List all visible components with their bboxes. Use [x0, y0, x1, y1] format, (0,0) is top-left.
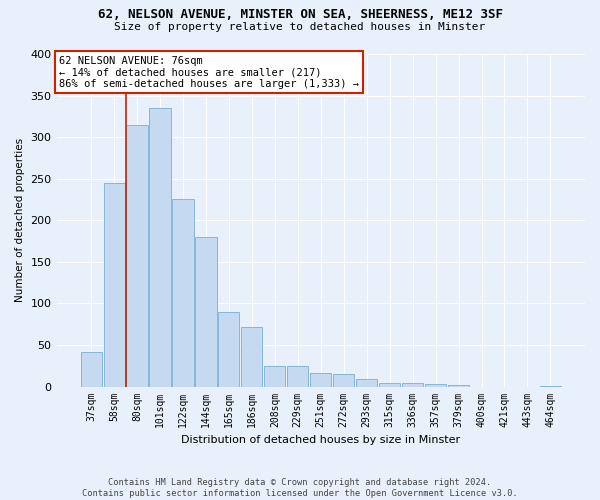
Text: Size of property relative to detached houses in Minster: Size of property relative to detached ho… — [115, 22, 485, 32]
Text: Contains HM Land Registry data © Crown copyright and database right 2024.
Contai: Contains HM Land Registry data © Crown c… — [82, 478, 518, 498]
Bar — [104, 183, 125, 386]
Bar — [448, 385, 469, 386]
Bar — [264, 366, 286, 386]
Bar — [333, 374, 354, 386]
Bar — [149, 108, 170, 386]
Bar — [356, 379, 377, 386]
Bar — [218, 312, 239, 386]
Bar — [425, 384, 446, 386]
Bar — [196, 237, 217, 386]
Bar — [172, 200, 194, 386]
X-axis label: Distribution of detached houses by size in Minster: Distribution of detached houses by size … — [181, 435, 460, 445]
Bar — [402, 383, 423, 386]
Text: 62 NELSON AVENUE: 76sqm
← 14% of detached houses are smaller (217)
86% of semi-d: 62 NELSON AVENUE: 76sqm ← 14% of detache… — [59, 56, 359, 89]
Bar — [310, 374, 331, 386]
Y-axis label: Number of detached properties: Number of detached properties — [15, 138, 25, 302]
Bar — [80, 352, 101, 386]
Bar — [379, 383, 400, 386]
Text: 62, NELSON AVENUE, MINSTER ON SEA, SHEERNESS, ME12 3SF: 62, NELSON AVENUE, MINSTER ON SEA, SHEER… — [97, 8, 503, 20]
Bar — [241, 326, 262, 386]
Bar — [127, 124, 148, 386]
Bar — [287, 366, 308, 386]
